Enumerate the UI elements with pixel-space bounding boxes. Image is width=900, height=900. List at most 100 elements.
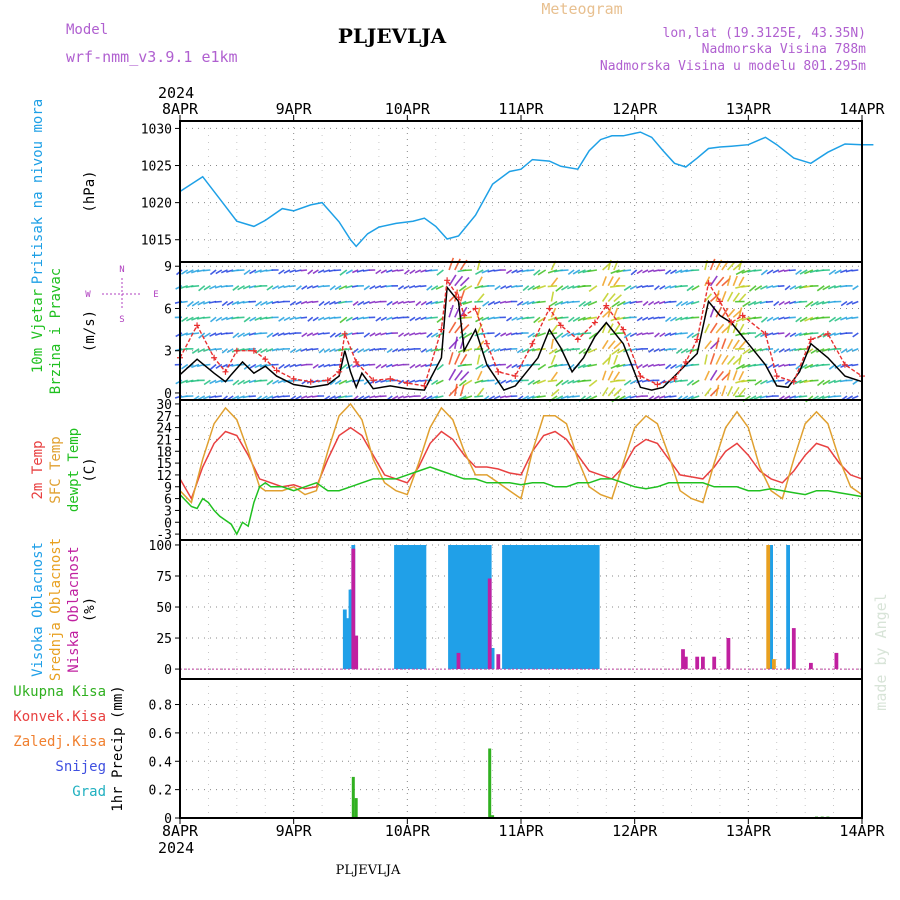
wind-arrow (636, 285, 643, 289)
wind-arrow (363, 395, 370, 400)
wind-arrow (487, 348, 495, 354)
gust-point (461, 312, 468, 319)
wind-arrow (636, 316, 643, 322)
wind-arrow (380, 332, 387, 336)
wind-arrow (374, 332, 382, 337)
wind-arrow (778, 285, 785, 288)
wind-arrow (572, 332, 581, 337)
wind-arrow (454, 369, 463, 381)
wind-arrow (500, 285, 507, 290)
wind-arrow (726, 338, 734, 350)
wind-arrow (435, 300, 444, 304)
wind-arrow (408, 379, 416, 384)
wind-arrow (380, 269, 387, 274)
wind-arrow (409, 316, 416, 322)
wind-arrow (795, 269, 802, 276)
wind-arrow (265, 300, 274, 306)
wind-arrow (474, 379, 484, 384)
wind-arrow (567, 363, 575, 370)
wind-arrow (458, 379, 467, 387)
wind-arrow (392, 395, 399, 400)
high_cloud-bar (453, 545, 458, 670)
wind-arrow (613, 371, 621, 381)
low_cloud-bar (456, 652, 461, 669)
wind-arrow (430, 316, 438, 319)
wind-arrow (772, 332, 779, 336)
wind-arrow (277, 395, 285, 398)
wind-arrow (613, 354, 619, 365)
wind-arrow (851, 300, 859, 305)
wind-arrow (226, 363, 234, 368)
wind-arrow (454, 289, 459, 302)
product-title: Meteogram (541, 0, 622, 18)
ytick-label: 9 (164, 260, 172, 275)
wind-arrow (669, 332, 677, 337)
wind-arrow (799, 379, 808, 384)
wind-arrow (190, 285, 200, 288)
wind-arrow (278, 316, 285, 322)
wind-arrow (403, 269, 410, 275)
wind-arrow (550, 277, 559, 287)
wind-arrow (691, 285, 700, 291)
wind-arrow (180, 300, 188, 304)
high_cloud-bar (567, 545, 572, 670)
wind-arrow (398, 379, 405, 385)
gust-point (250, 347, 257, 354)
gust-point (529, 340, 536, 347)
wind-arrow (732, 339, 740, 350)
wind-arrow (560, 316, 569, 319)
compass-n: N (119, 265, 124, 275)
high_cloud-bar (573, 545, 577, 670)
wind-arrow (362, 300, 370, 305)
wind-arrow (459, 276, 470, 287)
wind-arrow (505, 395, 512, 398)
wind-arrow (647, 332, 654, 335)
high_cloud-bar (345, 618, 350, 670)
wind-arrow (659, 285, 666, 290)
legend-1: Konvek.Kisa (13, 709, 106, 725)
ytick-label: 0.6 (149, 727, 172, 742)
wind-arrow (203, 332, 211, 338)
unit-label: (hPa) (82, 170, 98, 212)
wind-arrow (654, 285, 660, 291)
wind-arrow (629, 285, 638, 290)
wind-arrow (345, 395, 353, 398)
wind-arrow (408, 395, 416, 398)
wind-arrow (391, 316, 399, 320)
wind-arrow (352, 316, 359, 321)
wind-arrow (760, 379, 768, 385)
wind-arrow (289, 363, 296, 368)
wind-arrow (487, 300, 495, 306)
wind-arrow (607, 340, 616, 350)
wind-arrow (197, 348, 206, 354)
pressure-line (179, 131, 874, 248)
wind-arrow (436, 269, 444, 276)
lonlat-label: lon,lat (19.3125E, 43.35N) (663, 26, 867, 41)
wind-arrow (329, 395, 336, 400)
wind-arrow (248, 348, 256, 351)
wind-arrow (317, 363, 325, 369)
wind-arrow (721, 385, 727, 397)
ytick-label: 27 (156, 410, 172, 425)
axis-label-1: SFC Temp (48, 436, 64, 503)
wind-arrow (259, 363, 268, 368)
wind-arrow (420, 363, 427, 368)
legend-2: Zaledj.Kisa (13, 734, 106, 750)
gust-point (557, 322, 564, 329)
low_cloud-bar (809, 662, 813, 670)
wind-arrow (642, 269, 649, 274)
wind-arrow (232, 285, 240, 291)
wind-arrow (582, 363, 592, 369)
wind-arrow (180, 269, 189, 275)
high_cloud-bar (504, 545, 509, 670)
wind-arrow (685, 348, 694, 353)
wind-arrow (323, 363, 331, 368)
wind-arrow (294, 316, 302, 320)
wind-arrow (375, 269, 382, 275)
wind-arrow (572, 379, 581, 384)
wind-arrow (493, 395, 501, 400)
wind-arrow (301, 285, 308, 290)
wind-arrow (550, 307, 557, 318)
wind-arrow (203, 285, 211, 291)
wind-arrow (506, 363, 513, 369)
